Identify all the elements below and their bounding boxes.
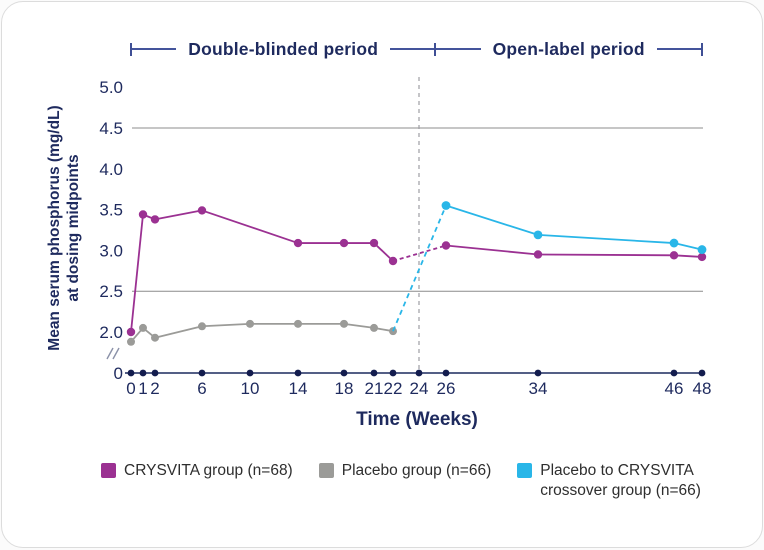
x-axis-dots [127, 369, 706, 377]
crossover-color-swatch [517, 463, 533, 478]
svg-text:2.5: 2.5 [99, 282, 123, 301]
svg-text:2: 2 [150, 379, 159, 398]
svg-text:6: 6 [197, 379, 206, 398]
legend-item-placebo: Placebo group (n=66) [318, 461, 492, 481]
svg-text:48: 48 [693, 379, 712, 398]
series-placebo-group-n-66 [127, 319, 397, 346]
series-placebo-to-crysvita-crossover-group-n-66 [392, 201, 707, 332]
svg-text:3.5: 3.5 [99, 201, 123, 220]
bracket-middle-tick [434, 42, 437, 56]
legend-label: CRYSVITA group (n=68) [124, 462, 293, 479]
legend-item-crysvita: CRYSVITA group (n=68) [101, 461, 293, 481]
legend-label: Placebo to CRYSVITA crossover group (n=6… [540, 462, 701, 499]
period-header: Double-blinded period Open-label period [130, 39, 703, 59]
bracket-line [132, 48, 177, 50]
legend: CRYSVITA group (n=68) Placebo group (n=6… [101, 461, 701, 501]
bracket-line [390, 48, 435, 50]
grid-lines [132, 127, 703, 292]
svg-text:18: 18 [335, 379, 354, 398]
svg-text:21: 21 [365, 379, 384, 398]
svg-text:3.0: 3.0 [99, 241, 123, 260]
placebo-color-swatch [318, 463, 334, 478]
svg-text:10: 10 [241, 379, 260, 398]
legend-item-crossover: Placebo to CRYSVITA crossover group (n=6… [517, 461, 701, 501]
svg-text:22: 22 [384, 379, 403, 398]
legend-label: Placebo group (n=66) [341, 462, 492, 479]
x-axis-title: Time (Weeks) [356, 409, 478, 430]
svg-text:26: 26 [437, 379, 456, 398]
double-blinded-period-label: Double-blinded period [188, 38, 379, 59]
svg-text:5.0: 5.0 [99, 78, 123, 97]
svg-text:24: 24 [410, 379, 429, 398]
x-tick-labels: 0 1 2 6 10 14 18 21 22 24 26 34 46 48 [126, 379, 711, 398]
crysvita-color-swatch [101, 463, 116, 478]
bracket-end-tick [701, 42, 703, 56]
svg-text:0: 0 [126, 379, 135, 398]
y-axis-break-mark [106, 347, 120, 360]
bracket-line [656, 48, 701, 50]
svg-text:14: 14 [289, 379, 308, 398]
open-label-period-label: Open-label period [492, 38, 645, 59]
svg-text:0: 0 [114, 364, 123, 383]
svg-text:4.0: 4.0 [99, 160, 123, 179]
bracket-start-tick [130, 42, 132, 56]
svg-text:2.0: 2.0 [99, 323, 123, 342]
y-tick-labels: 5.0 4.5 4.0 3.5 3.0 2.5 2.0 0 [99, 78, 123, 383]
svg-text:46: 46 [665, 379, 684, 398]
svg-text:34: 34 [529, 379, 548, 398]
bracket-line [436, 48, 481, 50]
svg-text:1: 1 [138, 379, 147, 398]
series-crysvita-group-n-68 [126, 206, 707, 337]
svg-text:4.5: 4.5 [99, 119, 123, 138]
